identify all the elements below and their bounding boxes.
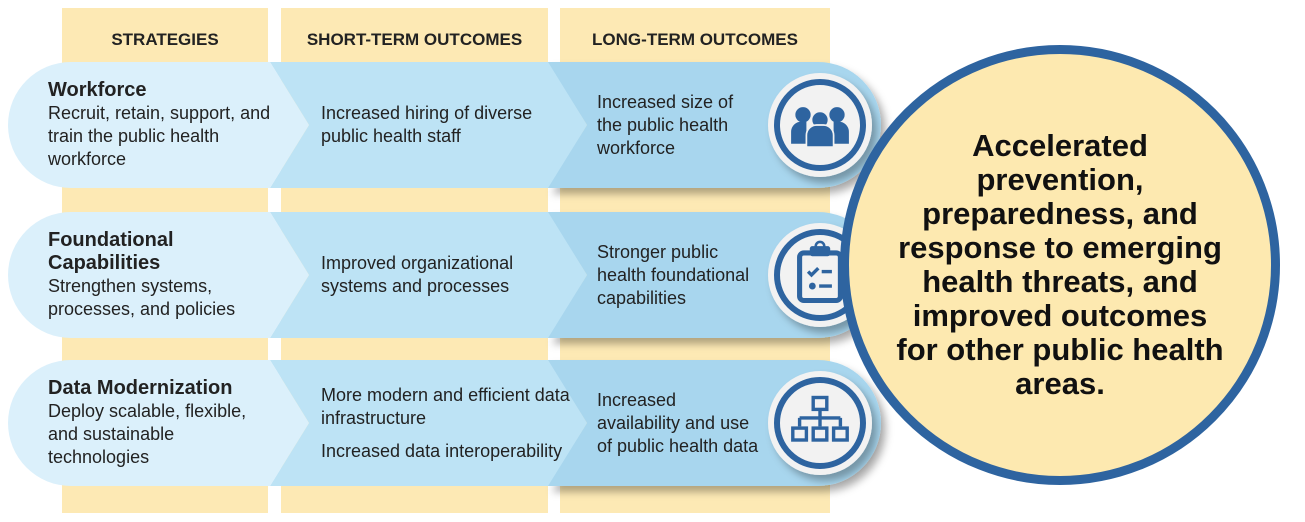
long-term-outcome: Increased size of the public health work… bbox=[597, 91, 734, 158]
network-hierarchy-icon bbox=[768, 371, 872, 475]
strategy-title: Workforce bbox=[48, 79, 147, 101]
strategy-description: Strengthen systems, processes, and polic… bbox=[48, 276, 236, 319]
long-term-outcome: Stronger public health foundational capa… bbox=[597, 241, 750, 308]
long-term-outcome: Increased availability and use of public… bbox=[597, 389, 759, 456]
short-term-arrow bbox=[270, 212, 587, 338]
strategy-description: Recruit, retain, support, and train the … bbox=[48, 103, 271, 169]
short-term-block: More modern and efficient data infrastru… bbox=[321, 384, 571, 463]
short-term-outcome: Improved organizational systems and proc… bbox=[321, 253, 514, 296]
header-long-term: LONG-TERM OUTCOMES bbox=[592, 30, 798, 49]
impact-text: Accelerated prevention, preparedness, an… bbox=[896, 128, 1224, 401]
strategy-description: Deploy scalable, flexible, and sustainab… bbox=[48, 401, 247, 467]
short-term-outcome: Increased data interoperability bbox=[321, 440, 563, 461]
strategy-block: Foundational Capabilities Strengthen syst… bbox=[48, 229, 273, 321]
strategy-arrow bbox=[8, 360, 309, 486]
impact-circle: Accelerated prevention, preparedness, an… bbox=[840, 45, 1280, 485]
header-strategies: STRATEGIES bbox=[111, 30, 219, 49]
header-short-term: SHORT-TERM OUTCOMES bbox=[306, 30, 523, 49]
strategy-arrow bbox=[8, 212, 309, 338]
short-term-block: Improved organizational systems and proc… bbox=[321, 252, 571, 298]
strategy-block: Data Modernization Deploy scalable, flexi… bbox=[48, 377, 273, 469]
short-term-arrow bbox=[270, 360, 587, 486]
short-term-arrow bbox=[270, 62, 587, 188]
short-term-outcome: More modern and efficient data infrastru… bbox=[321, 384, 570, 428]
people-group-icon bbox=[768, 73, 872, 177]
short-term-outcome: Increased hiring of diverse public healt… bbox=[321, 103, 533, 146]
strategy-arrow bbox=[8, 62, 309, 188]
strategy-title: Data Modernization bbox=[48, 377, 233, 399]
strategy-title: Foundational Capabilities bbox=[48, 229, 174, 274]
short-term-block: Increased hiring of diverse public healt… bbox=[321, 102, 571, 148]
strategy-block: Workforce Recruit, retain, support, and t… bbox=[48, 79, 273, 171]
